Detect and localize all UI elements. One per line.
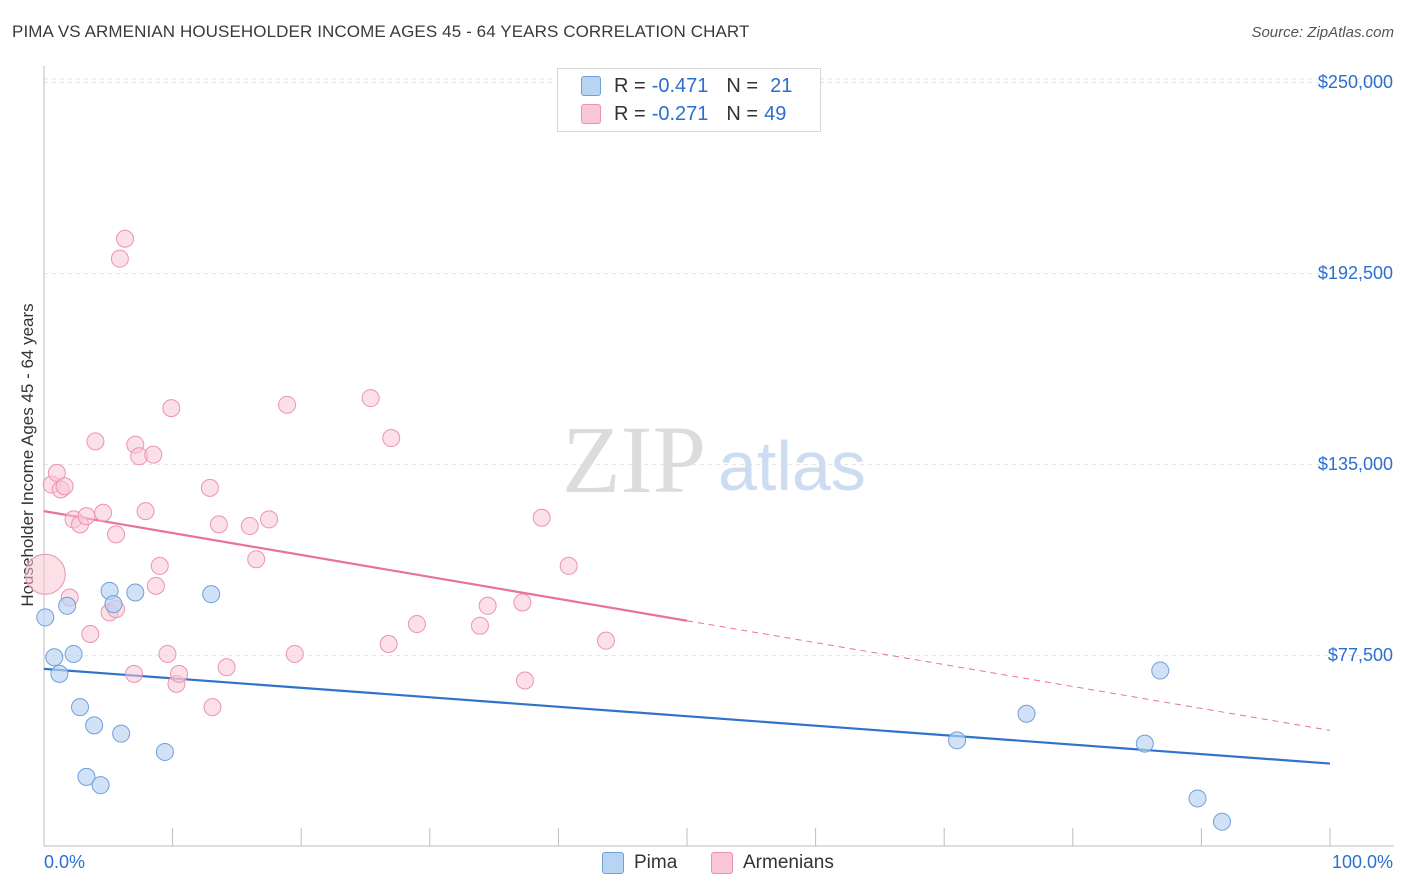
y-tick-label: $135,000 — [1317, 453, 1393, 474]
pima-point — [64, 644, 83, 663]
watermark: ZIP atlas — [562, 406, 866, 513]
bottom-legend-swatch-pima — [602, 852, 624, 874]
chart-title: PIMA VS ARMENIAN HOUSEHOLDER INCOME AGES… — [12, 22, 750, 41]
armenians-point — [596, 631, 615, 650]
armenians-point — [116, 229, 135, 248]
armenians-point — [200, 478, 219, 497]
armenians-point — [470, 616, 489, 635]
armenians-point — [144, 445, 163, 464]
armenians-point — [478, 596, 497, 615]
pima-point — [1151, 661, 1170, 680]
x-tick-label-min: 0.0% — [44, 852, 86, 872]
legend-n-label-pima: N = — [726, 74, 759, 97]
pima-point — [1188, 789, 1207, 808]
armenians-point — [379, 634, 398, 653]
source-label: Source: ZipAtlas.com — [1251, 24, 1394, 41]
armenians-point — [203, 698, 222, 717]
legend-row-pima: R = -0.471 N = 21 — [581, 74, 793, 98]
pima-trend-line — [43, 667, 1331, 765]
pima-point — [58, 596, 77, 615]
pima-point — [1017, 704, 1036, 723]
legend-r-value-armenians: -0.271 — [651, 102, 709, 125]
pima-point — [77, 767, 96, 786]
axes — [43, 66, 1394, 847]
pima-point — [126, 583, 145, 602]
armenians-point — [125, 664, 144, 683]
watermark-zip: ZIP — [562, 406, 706, 513]
bottom-legend-swatch-armenians — [711, 852, 733, 874]
armenians-point — [209, 515, 228, 534]
bottom-legend-pima: Pima — [602, 852, 677, 874]
armenians-point — [407, 615, 426, 634]
armenians-point — [86, 432, 105, 451]
pima-point — [1212, 812, 1231, 831]
legend-row-armenians: R = -0.271 N = 49 — [581, 102, 787, 126]
y-tick-label: $250,000 — [1317, 71, 1393, 92]
pima-point — [155, 742, 174, 761]
armenians-point — [150, 556, 169, 575]
pima-point — [202, 585, 221, 604]
legend-n-value-armenians: 49 — [764, 102, 787, 125]
armenians-point — [107, 525, 126, 544]
armenians-point — [559, 556, 578, 575]
armenians-point — [278, 395, 297, 414]
legend-swatch-armenians — [581, 104, 601, 124]
armenians-point — [94, 503, 113, 522]
y-tick-label: $192,500 — [1317, 262, 1393, 283]
pima-point — [112, 724, 131, 743]
armenians-point — [110, 249, 129, 268]
armenians-point — [247, 550, 266, 569]
grid-lines — [44, 78, 1394, 657]
armenians-trend-line — [43, 510, 688, 622]
watermark-atlas: atlas — [718, 427, 866, 505]
armenians-point — [136, 502, 155, 521]
armenians-point — [170, 664, 189, 683]
armenians-point — [77, 507, 96, 526]
y-tick-label: $77,500 — [1327, 644, 1393, 665]
legend-r-label-pima: R = — [614, 74, 646, 97]
pima-point — [104, 595, 123, 614]
armenians-point — [162, 399, 181, 418]
bottom-legend-armenians: Armenians — [711, 852, 834, 874]
legend-r-label-armenians: R = — [614, 102, 646, 125]
data-points — [24, 229, 1231, 831]
pima-point — [50, 664, 69, 683]
pima-point — [948, 731, 967, 750]
armenians-point — [55, 477, 74, 496]
armenians-point — [285, 644, 304, 663]
armenians-point — [513, 593, 532, 612]
armenians-point — [382, 429, 401, 448]
armenians-point — [515, 671, 534, 690]
armenians-point — [146, 576, 165, 595]
legend-r-value-pima: -0.471 — [651, 74, 709, 97]
legend-n-label-armenians: N = — [726, 102, 759, 125]
armenians-point — [81, 625, 100, 644]
armenians-point — [158, 644, 177, 663]
armenians-point — [532, 508, 551, 527]
pima-point — [45, 648, 64, 667]
pima-point — [85, 716, 104, 735]
legend-swatch-pima — [581, 76, 601, 96]
armenians-point — [217, 658, 236, 677]
pima-point — [36, 608, 55, 627]
bottom-legend-label-armenians: Armenians — [743, 852, 834, 873]
pima-point — [91, 776, 110, 795]
armenians-point — [240, 517, 259, 536]
bottom-legend-label-pima: Pima — [634, 852, 678, 873]
pima-point — [71, 698, 90, 717]
armenians-point — [260, 510, 279, 529]
pima-point — [1135, 734, 1154, 753]
legend-n-value-pima: 21 — [770, 74, 793, 97]
armenians-point — [24, 553, 66, 595]
x-tick-label-max: 100.0% — [1331, 852, 1393, 872]
correlation-legend: R = -0.471 N = 21 R = -0.271 N = 49 — [557, 68, 821, 132]
trend-lines — [43, 510, 1331, 765]
armenians-trend-line-extrapolated — [686, 620, 1331, 731]
armenians-point — [361, 389, 380, 408]
